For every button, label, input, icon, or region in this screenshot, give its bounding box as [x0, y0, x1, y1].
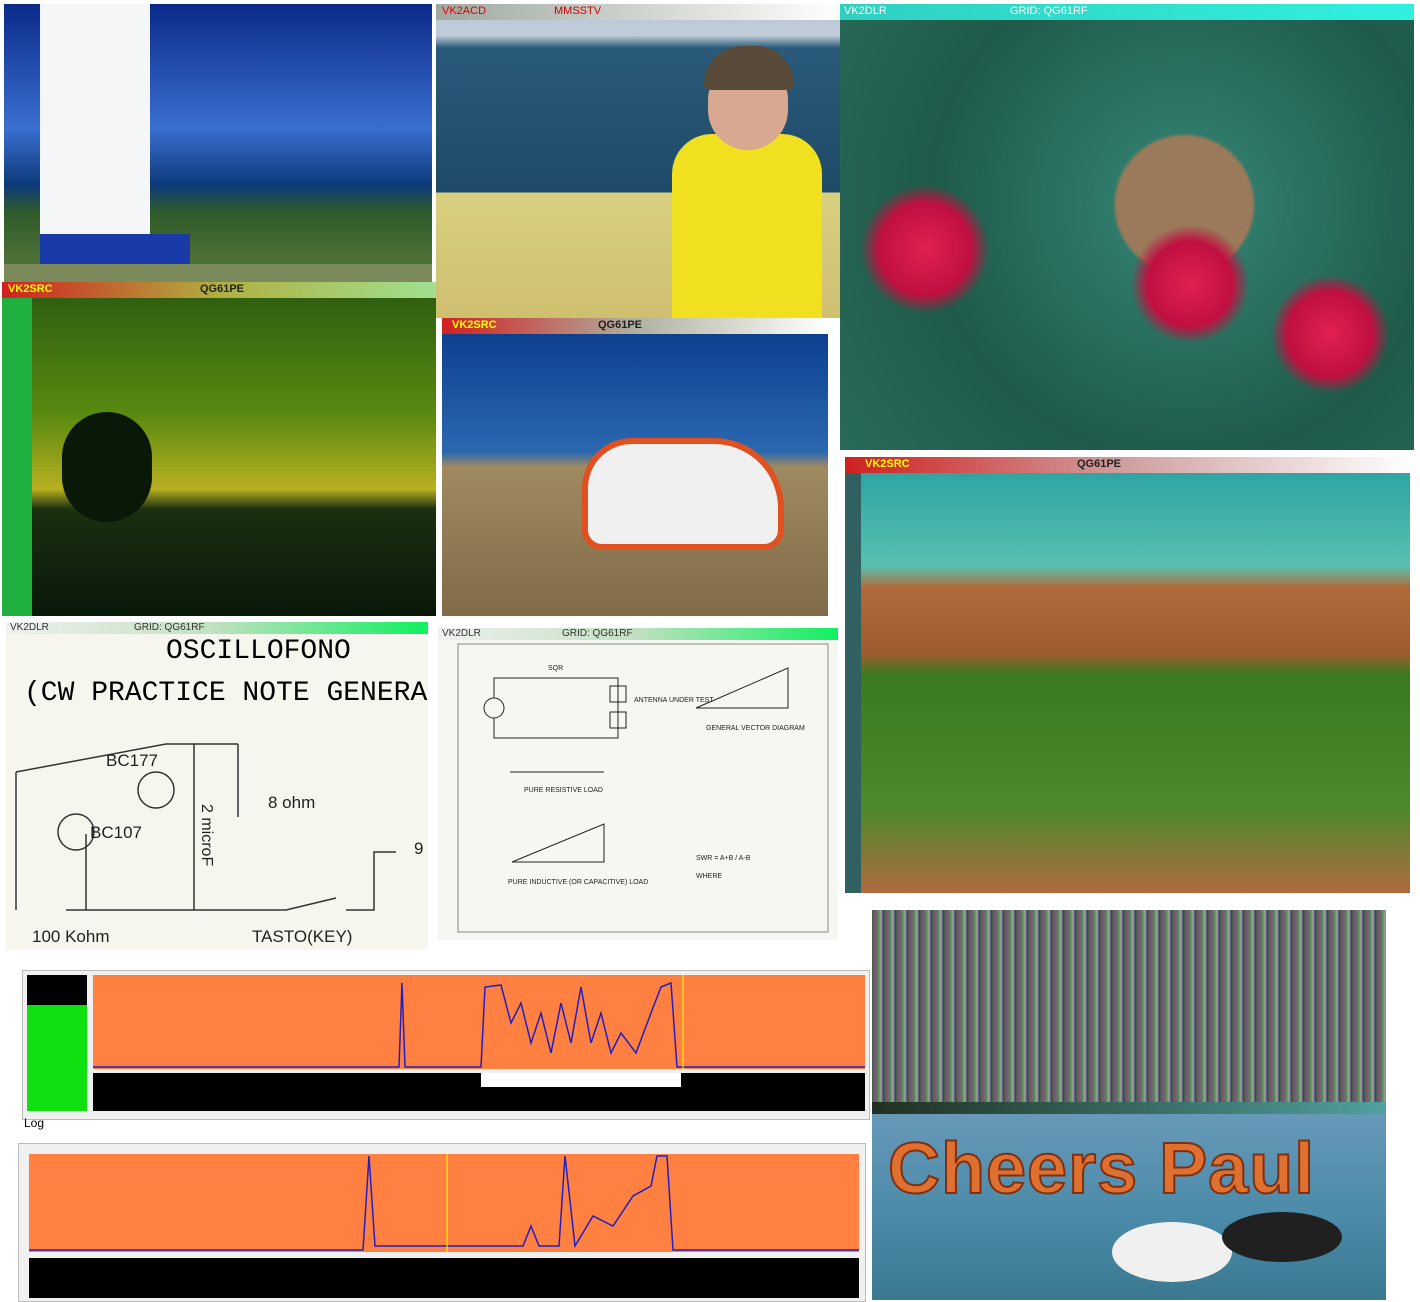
callsign: VK2SRC	[865, 458, 910, 470]
oscillator-image: VK2DLR GRID: QG61RF OSCILLOFONO (CW PRAC…	[6, 622, 428, 950]
frame	[458, 644, 828, 932]
lighthouse-base	[40, 234, 190, 264]
callsign: VK2ACD	[442, 5, 486, 17]
flower	[1130, 224, 1250, 344]
component-label: TASTO(KEY)	[252, 927, 352, 946]
image-header: VK2DLR GRID: QG61RF	[840, 4, 1414, 20]
pelicans-image: Cheers Paul	[872, 1102, 1386, 1300]
ground	[4, 264, 432, 282]
sync-bar	[2, 298, 32, 616]
diagram-label: WHERE	[696, 873, 722, 880]
level-meter-bg	[27, 975, 87, 1005]
image-header: VK2SRC QG61PE	[2, 282, 436, 298]
image-header	[872, 1102, 1386, 1114]
diagram-label: GENERAL VECTOR DIAGRAM	[706, 725, 805, 732]
helicopter	[582, 438, 784, 550]
sunset-image: VK2SRC QG61PE	[2, 282, 436, 616]
component-label: 8 ohm	[268, 793, 315, 812]
hat	[704, 46, 794, 90]
diagram-label: SQR	[548, 665, 563, 672]
waterfall	[29, 1258, 859, 1298]
person-vest	[672, 134, 822, 318]
waterfall-signal	[481, 1073, 681, 1087]
image-header: VK2ACD MMSSTV	[436, 4, 840, 20]
lighthouse	[40, 4, 150, 244]
swr-diagram: SQR ANTENNA UNDER TEST GENERAL VECTOR DI…	[438, 628, 838, 940]
sync-bar	[845, 473, 861, 893]
component-label: 2 microF	[198, 804, 215, 866]
olgas-image: VK2SRC QG61PE	[845, 457, 1410, 893]
spectrum-display	[91, 973, 867, 1111]
locator: QG61PE	[1077, 458, 1121, 470]
swr-image: VK2DLR GRID: QG61RF SQR ANTENNA UNDER TE…	[438, 628, 838, 940]
callsign: VK2SRC	[8, 283, 53, 295]
locator: QG61PE	[598, 319, 642, 331]
possum-image: VK2DLR GRID: QG61RF	[840, 4, 1414, 450]
component-label: 9	[414, 839, 423, 858]
image-header: VK2SRC QG61PE	[845, 457, 1410, 473]
tree	[62, 412, 152, 522]
helicopter-image: VK2SRC QG61PE	[442, 318, 828, 616]
diagram-label: ANTENNA UNDER TEST	[634, 697, 714, 704]
flower	[1270, 274, 1390, 394]
spectrum-display	[23, 1146, 863, 1298]
log-label: Log	[24, 1116, 44, 1130]
noise-image	[872, 910, 1386, 1102]
callsign: VK2DLR	[844, 5, 887, 17]
diagram-label: PURE RESISTIVE LOAD	[524, 787, 603, 794]
lighthouse-image	[4, 4, 432, 282]
spectrum-panel	[18, 1143, 866, 1302]
pelican	[1222, 1212, 1342, 1262]
component-label: BC177	[106, 751, 158, 770]
boat-image: VK2ACD MMSSTV	[436, 4, 840, 318]
image-header: VK2SRC QG61PE	[442, 318, 828, 334]
spectrum-bg	[29, 1154, 859, 1252]
waterfall	[93, 1073, 865, 1111]
mode: MMSSTV	[554, 5, 601, 17]
grid: GRID: QG61RF	[1010, 5, 1088, 17]
level-meter	[27, 1005, 87, 1111]
diagram-label: PURE INDUCTIVE (OR CAPACITIVE) LOAD	[508, 879, 648, 886]
component-label: BC107	[90, 823, 142, 842]
locator: QG61PE	[200, 283, 244, 295]
page: VK2ACD MMSSTV VK2DLR GRID: QG61RF VK2SRC…	[0, 0, 1420, 1301]
component-label: 100 Kohm	[32, 927, 110, 946]
diagram-label: SWR = A+B / A-B	[696, 855, 751, 862]
spectrum-bg	[93, 975, 865, 1069]
pelican	[1112, 1222, 1232, 1282]
caption: Cheers Paul	[888, 1128, 1315, 1210]
schematic: BC177 BC107 2 microF 8 ohm 100 Kohm TAST…	[6, 622, 428, 950]
callsign: VK2SRC	[452, 319, 497, 331]
flower	[860, 184, 990, 314]
spectrum-panel	[22, 970, 870, 1120]
